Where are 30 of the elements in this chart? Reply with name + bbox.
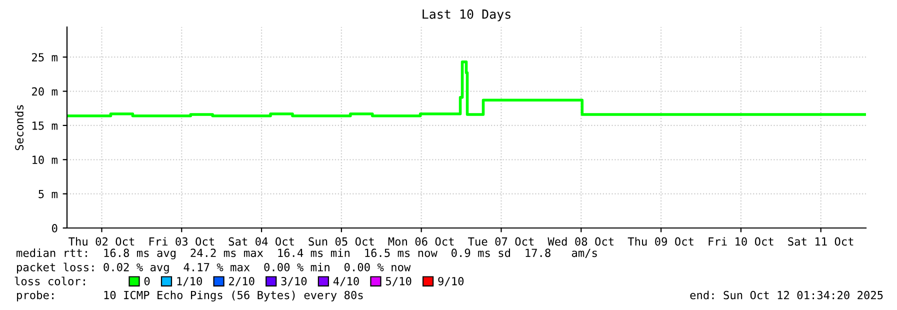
legend-label: 0	[144, 276, 150, 286]
y-tick-label: 5 m	[38, 190, 58, 198]
text: probe: 10 ICMP Echo Pings (56 Bytes) every 80s	[17, 290, 363, 302]
x-tick-label: Fri 03 Oct	[149, 237, 214, 246]
chart-title: Last 10 Days	[422, 9, 510, 22]
legend-title: loss color:	[14, 276, 85, 286]
x-tick-label: Mon 06 Oct	[388, 237, 454, 246]
y-tick-label: 25 m	[32, 53, 58, 62]
x-tick-label: Sat 11 Oct	[788, 237, 854, 246]
text: packet loss: 0.02 % avg 4.17 % max 0.00 % min 0.00 % now	[17, 262, 411, 274]
text: end: Sun Oct 12 01:34:20 2025	[690, 290, 883, 300]
x-tick-label: Sat 04 Oct	[228, 237, 294, 246]
x-tick-label: Tue 07 Oct	[468, 237, 534, 246]
x-tick-label: Fri 10 Oct	[708, 237, 774, 246]
y-tick-label: 15 m	[32, 122, 58, 130]
legend-label: 3/10	[281, 276, 307, 286]
legend-label: 1/10	[177, 276, 202, 286]
legend-label: 9/10	[438, 276, 464, 286]
legend-label: 5/10	[386, 276, 412, 286]
y-tick-label: 0	[52, 224, 58, 232]
legend-label: 4/10	[333, 276, 359, 286]
y-tick-label: 10 m	[32, 156, 58, 164]
y-axis-title: Seconds	[14, 105, 24, 150]
x-tick-label: Wed 08 Oct	[548, 237, 614, 246]
x-tick-label: Thu 09 Oct	[628, 237, 694, 246]
text: median rtt: 16.8 ms avg 24.2 ms max 16.4 ms min 16.5 ms now 0.9 ms sd 17.8 am/s	[16, 248, 597, 260]
x-tick-label: Thu 02 Oct	[68, 237, 134, 246]
legend-label: 2/10	[229, 276, 254, 286]
y-tick-label: 20 m	[32, 87, 58, 96]
x-tick-label: Sun 05 Oct	[308, 237, 374, 246]
